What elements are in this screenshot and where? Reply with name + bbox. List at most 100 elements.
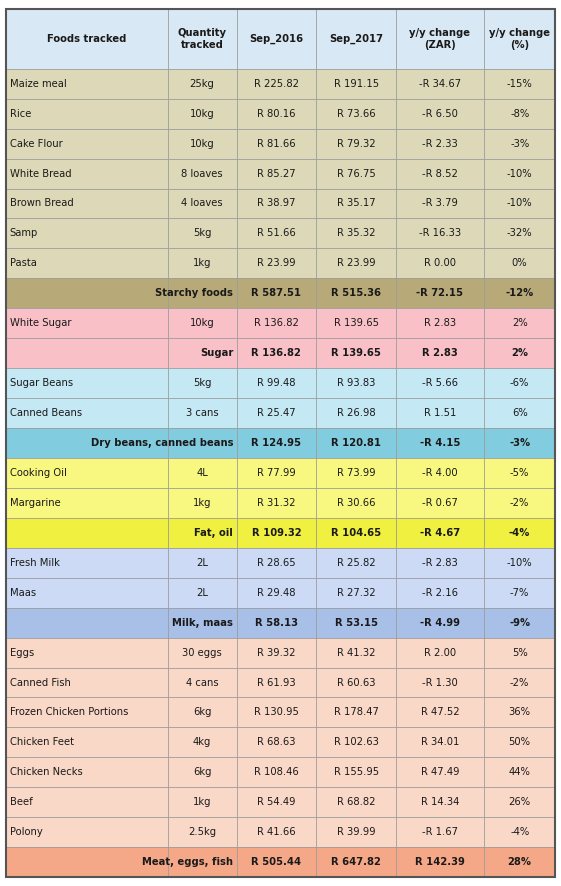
Bar bbox=[484, 128, 555, 159]
Text: -8%: -8% bbox=[510, 109, 529, 119]
Text: -R 4.00: -R 4.00 bbox=[422, 468, 458, 478]
Text: R 130.95: R 130.95 bbox=[254, 707, 299, 718]
Bar bbox=[6, 667, 168, 697]
Bar bbox=[316, 458, 396, 488]
Text: 2%: 2% bbox=[511, 348, 528, 358]
Bar bbox=[484, 69, 555, 98]
Bar bbox=[484, 517, 555, 548]
Text: -R 2.16: -R 2.16 bbox=[422, 587, 458, 598]
Text: -7%: -7% bbox=[510, 587, 530, 598]
Bar bbox=[396, 308, 484, 338]
Text: R 28.65: R 28.65 bbox=[257, 558, 296, 568]
Bar bbox=[237, 517, 316, 548]
Bar bbox=[316, 788, 396, 817]
Bar bbox=[484, 219, 555, 248]
Text: Maas: Maas bbox=[10, 587, 36, 598]
Text: Chicken Feet: Chicken Feet bbox=[10, 737, 73, 748]
Text: R 58.13: R 58.13 bbox=[255, 618, 298, 627]
Text: Polony: Polony bbox=[10, 828, 42, 837]
Text: R 54.49: R 54.49 bbox=[257, 797, 296, 807]
Text: White Bread: White Bread bbox=[10, 168, 71, 179]
Text: Eggs: Eggs bbox=[10, 648, 34, 657]
Bar bbox=[316, 817, 396, 847]
Bar bbox=[396, 578, 484, 608]
Bar bbox=[6, 98, 168, 128]
Text: 5%: 5% bbox=[512, 648, 527, 657]
Text: -12%: -12% bbox=[505, 288, 534, 299]
Bar bbox=[6, 189, 168, 219]
Text: R 61.93: R 61.93 bbox=[257, 678, 296, 688]
Text: R 1.51: R 1.51 bbox=[424, 408, 456, 418]
Text: y/y change
(%): y/y change (%) bbox=[489, 27, 550, 50]
Bar bbox=[484, 758, 555, 788]
Bar bbox=[484, 817, 555, 847]
Bar bbox=[6, 428, 168, 458]
Text: -R 4.99: -R 4.99 bbox=[420, 618, 460, 627]
Text: 8 loaves: 8 loaves bbox=[181, 168, 223, 179]
Bar bbox=[237, 638, 316, 667]
Bar bbox=[484, 9, 555, 69]
Bar bbox=[168, 369, 237, 398]
Bar bbox=[6, 398, 168, 428]
Bar bbox=[396, 788, 484, 817]
Text: R 39.32: R 39.32 bbox=[257, 648, 296, 657]
Bar bbox=[6, 458, 168, 488]
Text: R 515.36: R 515.36 bbox=[331, 288, 381, 299]
Bar bbox=[396, 398, 484, 428]
Text: R 77.99: R 77.99 bbox=[257, 468, 296, 478]
Bar bbox=[396, 428, 484, 458]
Text: R 27.32: R 27.32 bbox=[337, 587, 375, 598]
Bar bbox=[237, 338, 316, 369]
Text: 1kg: 1kg bbox=[193, 259, 211, 268]
Text: Starchy foods: Starchy foods bbox=[155, 288, 233, 299]
Bar bbox=[237, 817, 316, 847]
Bar bbox=[316, 727, 396, 758]
Bar bbox=[6, 69, 168, 98]
Bar bbox=[168, 189, 237, 219]
Text: -R 2.83: -R 2.83 bbox=[422, 558, 458, 568]
Text: -32%: -32% bbox=[507, 229, 532, 238]
Text: R 14.34: R 14.34 bbox=[421, 797, 459, 807]
Text: R 93.83: R 93.83 bbox=[337, 378, 375, 388]
Bar bbox=[6, 369, 168, 398]
Bar bbox=[237, 189, 316, 219]
Text: R 68.63: R 68.63 bbox=[257, 737, 296, 748]
Bar bbox=[168, 338, 237, 369]
Text: 6%: 6% bbox=[512, 408, 527, 418]
Bar bbox=[484, 278, 555, 308]
Text: 2.5kg: 2.5kg bbox=[188, 828, 216, 837]
Bar bbox=[6, 248, 168, 278]
Text: 4L: 4L bbox=[196, 468, 208, 478]
Bar bbox=[6, 548, 168, 578]
Text: R 178.47: R 178.47 bbox=[334, 707, 379, 718]
Bar bbox=[396, 817, 484, 847]
Bar bbox=[6, 817, 168, 847]
Text: R 81.66: R 81.66 bbox=[257, 138, 296, 149]
Bar bbox=[396, 517, 484, 548]
Text: R 35.17: R 35.17 bbox=[337, 198, 375, 208]
Text: 4 cans: 4 cans bbox=[186, 678, 218, 688]
Bar bbox=[484, 638, 555, 667]
Text: R 136.82: R 136.82 bbox=[254, 318, 299, 328]
Bar bbox=[316, 428, 396, 458]
Bar bbox=[168, 788, 237, 817]
Text: R 505.44: R 505.44 bbox=[251, 857, 301, 867]
Bar bbox=[396, 458, 484, 488]
Text: Meat, eggs, fish: Meat, eggs, fish bbox=[142, 857, 233, 867]
Text: R 47.49: R 47.49 bbox=[421, 767, 459, 777]
Bar bbox=[237, 308, 316, 338]
Text: 5kg: 5kg bbox=[193, 229, 211, 238]
Text: R 99.48: R 99.48 bbox=[257, 378, 296, 388]
Text: 26%: 26% bbox=[509, 797, 531, 807]
Text: R 47.52: R 47.52 bbox=[421, 707, 459, 718]
Text: -3%: -3% bbox=[510, 138, 529, 149]
Text: Brown Bread: Brown Bread bbox=[10, 198, 73, 208]
Text: R 41.66: R 41.66 bbox=[257, 828, 296, 837]
Bar bbox=[237, 758, 316, 788]
Text: -6%: -6% bbox=[510, 378, 530, 388]
Text: R 142.39: R 142.39 bbox=[415, 857, 465, 867]
Text: -5%: -5% bbox=[510, 468, 530, 478]
Bar bbox=[237, 278, 316, 308]
Text: Canned Beans: Canned Beans bbox=[10, 408, 82, 418]
Text: 4 loaves: 4 loaves bbox=[181, 198, 223, 208]
